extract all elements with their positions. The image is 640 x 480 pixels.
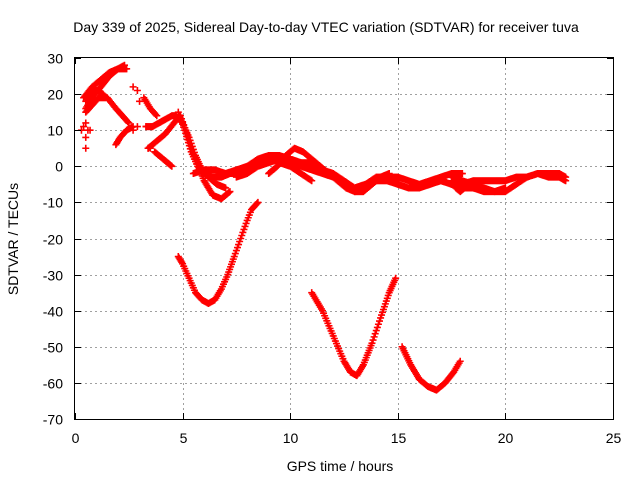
y-tick-label: -50 xyxy=(43,340,63,356)
data-point xyxy=(371,330,379,338)
data-point xyxy=(98,89,106,97)
data-point xyxy=(369,336,377,344)
y-tick-label: 0 xyxy=(55,159,63,175)
data-point xyxy=(461,184,469,192)
isolated-point xyxy=(129,83,137,91)
data-point xyxy=(253,199,261,207)
x-tick-label: 15 xyxy=(391,430,407,446)
data-point xyxy=(370,333,378,341)
x-tick-label: 25 xyxy=(606,430,622,446)
data-point xyxy=(153,112,161,120)
y-tick-label: -40 xyxy=(43,304,63,320)
isolated-point xyxy=(82,119,90,127)
data-point xyxy=(226,188,234,196)
isolated-point xyxy=(133,86,141,94)
data-point xyxy=(123,65,131,73)
isolated-point xyxy=(82,144,90,152)
plot-frame xyxy=(74,57,614,420)
y-tick-label: -10 xyxy=(43,195,63,211)
data-point xyxy=(254,198,262,206)
isolated-point xyxy=(86,126,94,134)
y-tick-label: -20 xyxy=(43,232,63,248)
data-point xyxy=(392,274,400,282)
y-tick-label: -30 xyxy=(43,268,63,284)
data-point xyxy=(152,111,160,119)
y-tick-label: 20 xyxy=(47,87,63,103)
data-point xyxy=(225,188,233,196)
y-tick-label: 30 xyxy=(47,51,63,67)
chart-title: Day 339 of 2025, Sidereal Day-to-day VTE… xyxy=(73,19,579,35)
data-point xyxy=(376,317,384,325)
isolated-point xyxy=(129,126,137,134)
data-point xyxy=(124,118,132,126)
y-tick-label: -70 xyxy=(43,412,63,428)
x-tick-label: 20 xyxy=(498,430,514,446)
data-point xyxy=(456,357,464,365)
y-tick-label: 10 xyxy=(47,123,63,139)
isolated-point xyxy=(142,123,150,131)
y-axis-label: SDTVAR / TECUs xyxy=(5,183,21,295)
isolated-point xyxy=(133,123,141,131)
isolated-point xyxy=(136,97,144,105)
data-point xyxy=(458,170,466,178)
axis-ticks: 0 5 10 15 20 25 -70 -60 -50 -40 -30 -20 -10 0 10 20 30 xyxy=(43,51,622,447)
x-tick-label: 10 xyxy=(283,430,299,446)
data-point xyxy=(178,258,186,266)
data-point xyxy=(562,173,570,181)
data-point xyxy=(308,177,316,185)
data-points xyxy=(77,61,570,394)
isolated-point xyxy=(146,144,154,152)
data-point xyxy=(222,184,230,192)
isolated-point xyxy=(148,123,156,131)
data-point xyxy=(99,90,107,98)
data-point xyxy=(374,320,382,328)
data-point xyxy=(373,323,381,331)
isolated-point xyxy=(82,133,90,141)
y-tick-label: -60 xyxy=(43,376,63,392)
data-point xyxy=(368,339,376,347)
x-tick-label: 0 xyxy=(72,430,80,446)
data-point xyxy=(168,162,176,170)
data-point xyxy=(372,327,380,335)
x-tick-label: 5 xyxy=(180,430,188,446)
isolated-point xyxy=(80,123,88,131)
x-axis-label: GPS time / hours xyxy=(287,458,394,474)
